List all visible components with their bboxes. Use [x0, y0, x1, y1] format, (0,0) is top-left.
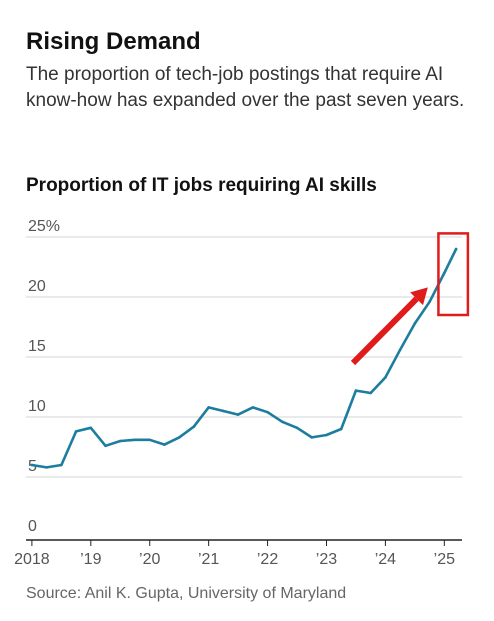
data-point: [354, 389, 358, 392]
x-tick-label: ’22: [257, 551, 278, 568]
data-point: [251, 406, 255, 409]
data-point: [133, 438, 137, 442]
data-point: [443, 271, 446, 275]
x-axis: 2018 ’19 ’20 ’21 ’22 ’23 ’24 ’25: [14, 539, 462, 568]
chart-dek: The proportion of tech-job postings that…: [26, 64, 465, 111]
data-point: [428, 300, 431, 304]
data-point: [280, 420, 284, 424]
chart-title: Proportion of IT jobs requiring AI skill…: [26, 175, 377, 196]
data-point: [74, 430, 78, 433]
data-point: [339, 427, 343, 431]
data-point: [89, 426, 93, 430]
data-point: [310, 436, 314, 439]
data-point: [266, 410, 269, 414]
data-point: [104, 444, 107, 448]
y-tick-label: 5: [28, 458, 37, 475]
annotations: [350, 232, 470, 366]
x-tick-label: ’24: [375, 551, 396, 568]
data-point: [60, 463, 63, 467]
data-point: [177, 436, 181, 439]
data-point: [45, 466, 48, 469]
data-point: [236, 413, 240, 416]
data-point: [207, 406, 210, 409]
y-tick-label: 10: [28, 398, 46, 415]
x-tick-label: ’19: [80, 551, 101, 568]
y-tick-label: 20: [28, 278, 46, 295]
highlight-box: [437, 232, 470, 317]
y-tick-label: 0: [28, 518, 37, 535]
y-axis-ticks: 25% 20 15 10 5 0: [28, 218, 60, 535]
y-tick-label: 15: [28, 338, 46, 355]
data-point: [222, 409, 225, 413]
data-point: [148, 438, 152, 442]
data-point: [384, 376, 387, 379]
source-note: Source: Anil K. Gupta, University of Mar…: [26, 585, 347, 602]
red-arrow-shaft: [350, 296, 419, 366]
x-tick-label: ’25: [434, 551, 455, 568]
x-tick-label: 2018: [14, 551, 50, 568]
y-tick-label: 25%: [28, 218, 60, 235]
x-tick-label: ’20: [139, 551, 160, 568]
data-point: [118, 439, 122, 443]
data-point: [325, 433, 328, 437]
data-point: [413, 322, 417, 325]
x-tick-label: ’23: [316, 551, 337, 568]
red-arrow-head: [410, 287, 428, 306]
data-point: [163, 443, 166, 446]
x-tick-label: ’21: [198, 551, 219, 568]
data-point: [398, 348, 402, 352]
data-point: [30, 463, 34, 467]
chart-headline: Rising Demand: [26, 28, 201, 55]
series-layer: [30, 247, 458, 469]
data-point: [295, 426, 299, 430]
data-point: [454, 247, 458, 251]
data-point: [192, 425, 196, 428]
series-line: [30, 247, 458, 469]
data-point: [369, 391, 372, 395]
gridlines: [26, 236, 462, 478]
